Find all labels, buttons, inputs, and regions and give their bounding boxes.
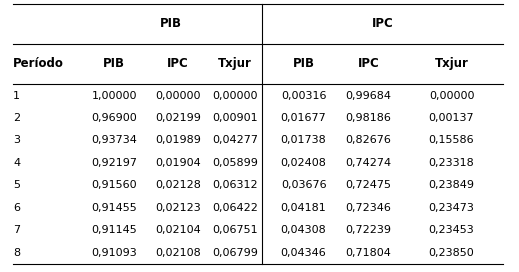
Text: 0,05899: 0,05899 (212, 158, 258, 168)
Text: 0,96900: 0,96900 (91, 113, 137, 123)
Text: PIB: PIB (293, 57, 315, 70)
Text: 3: 3 (13, 135, 20, 146)
Text: 0,02199: 0,02199 (155, 113, 201, 123)
Text: 0,82676: 0,82676 (346, 135, 391, 146)
Text: 0,91093: 0,91093 (91, 248, 137, 258)
Text: 0,04181: 0,04181 (281, 203, 326, 213)
Text: IPC: IPC (167, 57, 188, 70)
Text: 0,00000: 0,00000 (155, 91, 200, 101)
Text: 0,92197: 0,92197 (91, 158, 137, 168)
Text: 0,00316: 0,00316 (281, 91, 326, 101)
Text: 0,91145: 0,91145 (91, 225, 137, 235)
Text: 0,04277: 0,04277 (212, 135, 258, 146)
Text: 0,23850: 0,23850 (429, 248, 474, 258)
Text: 0,23473: 0,23473 (429, 203, 474, 213)
Text: 0,01989: 0,01989 (155, 135, 201, 146)
Text: 0,01904: 0,01904 (155, 158, 201, 168)
Text: Período: Período (13, 57, 64, 70)
Text: 0,06312: 0,06312 (212, 180, 257, 190)
Text: IPC: IPC (358, 57, 379, 70)
Text: 0,93734: 0,93734 (91, 135, 137, 146)
Text: 6: 6 (13, 203, 20, 213)
Text: 0,74274: 0,74274 (346, 158, 391, 168)
Text: 0,06422: 0,06422 (212, 203, 258, 213)
Text: 0,04308: 0,04308 (281, 225, 326, 235)
Text: 4: 4 (13, 158, 20, 168)
Text: 2: 2 (13, 113, 20, 123)
Text: 0,06751: 0,06751 (212, 225, 257, 235)
Text: 0,02108: 0,02108 (155, 248, 201, 258)
Text: 0,71804: 0,71804 (346, 248, 391, 258)
Text: 0,02123: 0,02123 (155, 203, 201, 213)
Text: 0,99684: 0,99684 (346, 91, 391, 101)
Text: 0,06799: 0,06799 (212, 248, 258, 258)
Text: 0,02104: 0,02104 (155, 225, 201, 235)
Text: 0,03676: 0,03676 (281, 180, 326, 190)
Text: 0,72239: 0,72239 (346, 225, 391, 235)
Text: 0,02408: 0,02408 (281, 158, 326, 168)
Text: 0,23453: 0,23453 (429, 225, 474, 235)
Text: 0,00000: 0,00000 (212, 91, 257, 101)
Text: 0,98186: 0,98186 (346, 113, 391, 123)
Text: 0,00137: 0,00137 (429, 113, 474, 123)
Text: 0,01738: 0,01738 (281, 135, 326, 146)
Text: IPC: IPC (372, 17, 393, 30)
Text: PIB: PIB (160, 17, 182, 30)
Text: 0,02128: 0,02128 (155, 180, 201, 190)
Text: 0,91560: 0,91560 (91, 180, 137, 190)
Text: 0,00000: 0,00000 (429, 91, 474, 101)
Text: Txjur: Txjur (218, 57, 252, 70)
Text: 0,15586: 0,15586 (429, 135, 474, 146)
Text: 0,72475: 0,72475 (346, 180, 391, 190)
Text: 5: 5 (13, 180, 20, 190)
Text: 0,72346: 0,72346 (346, 203, 391, 213)
Text: 0,00901: 0,00901 (212, 113, 257, 123)
Text: 1,00000: 1,00000 (91, 91, 137, 101)
Text: 0,04346: 0,04346 (281, 248, 326, 258)
Text: 0,01677: 0,01677 (281, 113, 326, 123)
Text: 8: 8 (13, 248, 20, 258)
Text: 0,23849: 0,23849 (429, 180, 474, 190)
Text: PIB: PIB (103, 57, 125, 70)
Text: Txjur: Txjur (434, 57, 469, 70)
Text: 0,91455: 0,91455 (91, 203, 137, 213)
Text: 1: 1 (13, 91, 20, 101)
Text: 7: 7 (13, 225, 20, 235)
Text: 0,23318: 0,23318 (429, 158, 474, 168)
